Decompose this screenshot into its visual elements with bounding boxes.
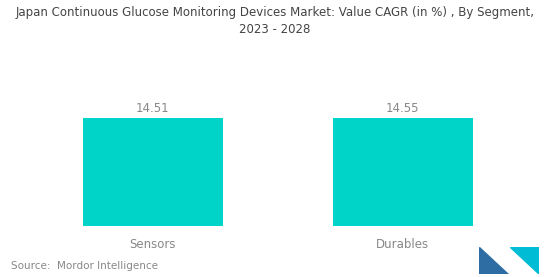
Text: 14.55: 14.55 bbox=[386, 102, 420, 115]
Bar bbox=[333, 119, 473, 226]
Text: Source:  Mordor Intelligence: Source: Mordor Intelligence bbox=[11, 261, 158, 271]
Polygon shape bbox=[478, 247, 508, 274]
Text: 14.51: 14.51 bbox=[136, 102, 169, 115]
Polygon shape bbox=[510, 247, 539, 274]
Text: Japan Continuous Glucose Monitoring Devices Market: Value CAGR (in %) , By Segme: Japan Continuous Glucose Monitoring Devi… bbox=[15, 6, 535, 35]
Bar bbox=[82, 119, 223, 226]
